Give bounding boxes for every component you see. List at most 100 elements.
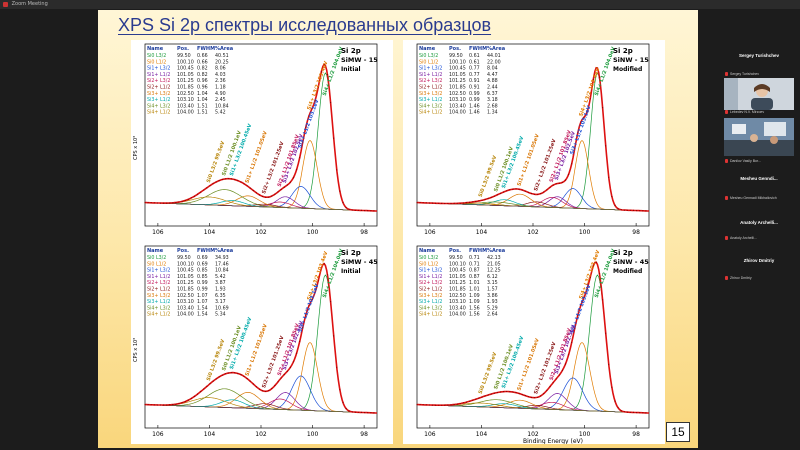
- table-cell: 101.85: [177, 85, 194, 91]
- data-point: [234, 179, 236, 181]
- data-point: [438, 202, 440, 204]
- table-cell: 2.44: [487, 85, 498, 91]
- data-point: [521, 393, 523, 396]
- data-point: [441, 404, 443, 406]
- table-cell: Si1+ L3/2: [147, 268, 170, 274]
- data-point: [636, 210, 638, 212]
- data-point: [592, 78, 594, 80]
- table-header-cell: Name: [147, 46, 164, 52]
- table-cell: 0.61: [469, 59, 480, 65]
- data-point: [255, 386, 257, 388]
- table-cell: 42.13: [487, 255, 501, 261]
- data-point: [530, 192, 533, 195]
- x-tick-label: 104: [476, 229, 488, 236]
- data-point: [150, 202, 152, 204]
- data-point: [190, 397, 192, 399]
- data-point: [450, 202, 452, 205]
- data-point: [289, 366, 291, 368]
- data-point: [626, 209, 628, 211]
- table-cell: 1.93: [215, 287, 226, 293]
- data-point: [159, 404, 162, 406]
- table-cell: 103.10: [177, 299, 194, 305]
- participant-tile[interactable]: Sergey Turishchev: [722, 42, 796, 72]
- data-point: [524, 190, 526, 192]
- table-cell: 100.10: [177, 59, 194, 65]
- participant-tile[interactable]: Anatoly Archelli... Anatoly Archelli...: [722, 208, 796, 246]
- data-point: [583, 296, 585, 298]
- data-point: [348, 208, 350, 210]
- data-point: [305, 126, 307, 128]
- data-point: [438, 404, 440, 406]
- data-point: [215, 378, 217, 380]
- data-point: [496, 194, 498, 196]
- table-cell: 100.10: [177, 261, 194, 267]
- data-point: [490, 393, 492, 395]
- data-point: [224, 178, 226, 180]
- data-point: [163, 404, 165, 406]
- table-cell: 100.45: [449, 66, 466, 72]
- data-point: [150, 404, 152, 406]
- table-cell: 17.46: [215, 261, 229, 267]
- table-cell: Si2+ L1/2: [147, 85, 170, 91]
- data-point: [221, 374, 223, 376]
- data-point: [249, 380, 251, 382]
- data-point: [642, 412, 644, 414]
- table-cell: Si4+ L1/2: [419, 312, 442, 318]
- data-point: [564, 179, 567, 181]
- table-cell: 101.85: [449, 85, 466, 91]
- page-number: 15: [666, 422, 690, 442]
- data-point: [512, 391, 514, 393]
- data-point: [280, 188, 282, 191]
- data-point: [268, 196, 270, 198]
- table-cell: 0.96: [197, 78, 208, 84]
- data-point: [258, 194, 261, 196]
- participant-video-tile[interactable]: Sergey Turishchev Lebedev N.V. Mirzoev: [722, 72, 796, 115]
- data-point: [555, 183, 557, 185]
- data-point: [595, 67, 597, 69]
- participant-video-tile[interactable]: Danilov Vasily Bor...: [722, 116, 796, 166]
- table-cell: Si1+ L3/2: [419, 268, 442, 274]
- data-point: [605, 332, 607, 334]
- data-point: [193, 195, 196, 197]
- data-point: [608, 363, 610, 365]
- muted-mic-icon: [725, 72, 728, 77]
- table-cell: 34.93: [215, 255, 229, 261]
- data-point: [540, 395, 542, 397]
- sample-label-line: Initial: [341, 268, 361, 275]
- data-point: [166, 202, 168, 204]
- x-tick-label: 106: [152, 431, 164, 438]
- x-tick-label: 100: [307, 431, 319, 438]
- data-point: [537, 193, 539, 195]
- data-point: [496, 391, 498, 394]
- table-cell: 100.45: [177, 268, 194, 274]
- table-cell: 2.36: [215, 78, 226, 84]
- table-cell: 101.25: [177, 280, 194, 286]
- data-point: [549, 386, 551, 388]
- x-tick-label: 98: [360, 229, 368, 236]
- data-point: [629, 411, 631, 413]
- table-cell: 1.09: [469, 299, 480, 305]
- data-point: [317, 280, 319, 282]
- participant-tile[interactable]: Zhirov Dmitriy Zhirov Dmitriy: [722, 248, 796, 286]
- data-point: [212, 183, 214, 185]
- data-point: [580, 304, 582, 306]
- component-peak: [145, 375, 377, 414]
- participant-tile[interactable]: Mesheu Genndi... Mesheu Gennadi Mikhailo…: [722, 168, 796, 206]
- table-cell: 2.45: [215, 97, 226, 103]
- background-line: [144, 202, 378, 212]
- x-tick-label: 102: [255, 229, 267, 236]
- data-point: [184, 199, 186, 201]
- data-point: [163, 202, 165, 204]
- background-line: [416, 404, 650, 414]
- data-point: [175, 201, 177, 204]
- table-cell: Si2+ L1/2: [419, 85, 442, 91]
- table-cell: 104.00: [177, 110, 194, 116]
- table-cell: 8.06: [215, 66, 226, 72]
- data-point: [172, 404, 174, 406]
- data-point: [240, 374, 242, 376]
- sample-label-line: SiNW - 15: [613, 56, 649, 64]
- table-cell: Si4+ L1/2: [147, 110, 170, 116]
- table-cell: 103.10: [177, 97, 194, 103]
